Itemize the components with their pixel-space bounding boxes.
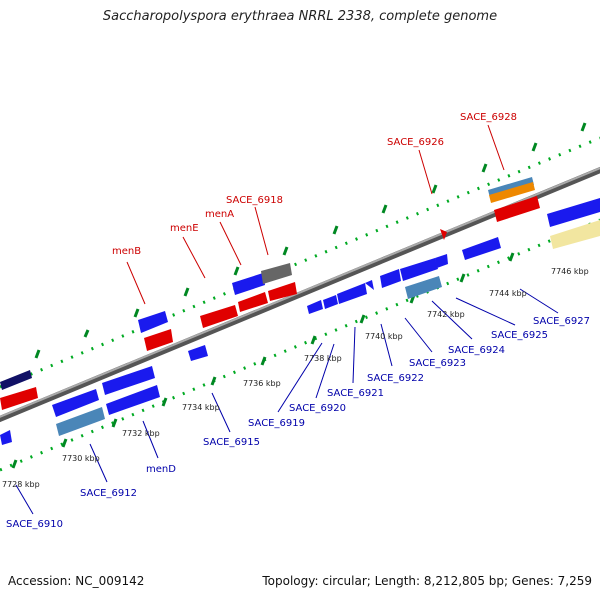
gene-label: SACE_6924 — [448, 345, 505, 356]
accession-label: Accession: NC_009142 — [8, 574, 145, 588]
gene-label: SACE_6919 — [248, 418, 305, 429]
gene-label: SACE_6912 — [80, 488, 137, 499]
gene-label: SACE_6918 — [226, 195, 283, 206]
top-strand-guide — [0, 136, 600, 389]
bottom-gene-labels: SACE_6910 SACE_6912 menD SACE_6915 SACE_… — [6, 316, 590, 530]
gene-label: SACE_6922 — [367, 373, 424, 384]
tick-label: 7738 kbp — [304, 354, 342, 363]
tick-label: 7736 kbp — [243, 379, 281, 388]
top-long-ticks — [34, 122, 587, 359]
gene-label: SACE_6921 — [327, 388, 384, 399]
gene-label: SACE_6925 — [491, 330, 548, 341]
gene-label: SACE_6926 — [387, 137, 444, 148]
gene-label: SACE_6927 — [533, 316, 590, 327]
gene-label: SACE_6923 — [409, 358, 466, 369]
tick-label: 7734 kbp — [182, 403, 220, 412]
gene-label: SACE_6910 — [6, 519, 63, 530]
top-leader-lines — [126, 124, 505, 305]
gene-label: menE — [170, 223, 199, 234]
tick-label: 7732 kbp — [122, 429, 160, 438]
tick-label: 7742 kbp — [427, 310, 465, 319]
gene-label: menB — [112, 246, 141, 257]
map-title: Saccharopolyspora erythraea NRRL 2338, c… — [102, 9, 498, 24]
kbp-labels: 7728 kbp 7730 kbp 7732 kbp 7734 kbp 7736… — [2, 267, 589, 489]
tick-label: 7746 kbp — [551, 267, 589, 276]
bottom-leader-lines — [15, 288, 559, 515]
gene-label: menD — [146, 464, 176, 475]
gene-label: SACE_6928 — [460, 112, 517, 123]
top-gene-labels: menB menE menA SACE_6918 SACE_6926 SACE_… — [112, 112, 517, 257]
gene-label: SACE_6920 — [289, 403, 346, 414]
gene-label: SACE_6915 — [203, 437, 260, 448]
tick-label: 7740 kbp — [365, 332, 403, 341]
tick-label: 7744 kbp — [489, 289, 527, 298]
topology-label: Topology: circular; Length: 8,212,805 bp… — [262, 574, 592, 588]
tick-label: 7730 kbp — [62, 454, 100, 463]
tick-label: 7728 kbp — [2, 480, 40, 489]
gene-label: menA — [205, 209, 234, 220]
gene-features — [0, 177, 600, 445]
